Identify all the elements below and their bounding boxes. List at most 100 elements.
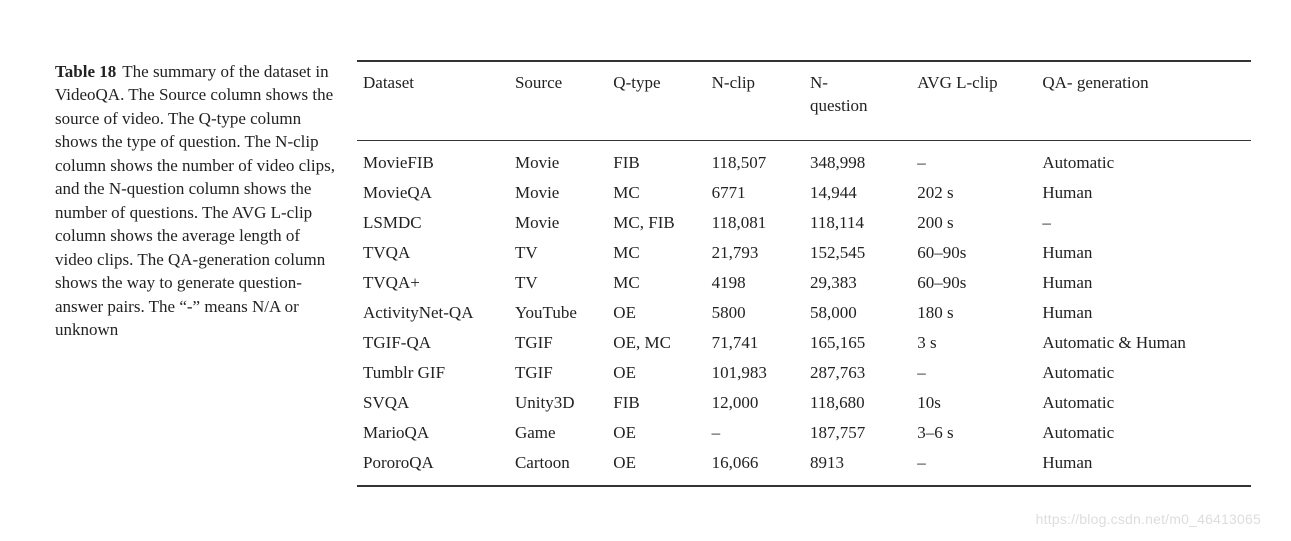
cell-nquestion: 29,383 [804,268,911,298]
cell-qtype: OE [607,298,705,328]
cell-nclip: 118,081 [706,208,804,238]
page-root: Table 18The summary of the dataset in Vi… [0,0,1291,541]
cell-avglclip: 200 s [911,208,1036,238]
table-row: PororoQACartoonOE16,0668913–Human [357,448,1251,486]
cell-nquestion: 152,545 [804,238,911,268]
header-nclip: N-clip [706,61,804,140]
cell-nquestion: 165,165 [804,328,911,358]
cell-qtype: MC [607,178,705,208]
cell-qagen: Automatic [1036,418,1251,448]
cell-source: Game [509,418,607,448]
cell-qagen: Human [1036,298,1251,328]
table-head: Dataset Source Q-type N-clip N-question … [357,61,1251,140]
cell-nquestion: 187,757 [804,418,911,448]
cell-qtype: OE [607,358,705,388]
cell-nclip: 5800 [706,298,804,328]
table-label: Table 18 [55,62,122,81]
header-qagen: QA- generation [1036,61,1251,140]
cell-avglclip: 3 s [911,328,1036,358]
cell-qagen: Human [1036,448,1251,486]
cell-nquestion: 118,114 [804,208,911,238]
cell-qagen: Human [1036,238,1251,268]
table-row: MarioQAGameOE–187,7573–6 sAutomatic [357,418,1251,448]
cell-source: Cartoon [509,448,607,486]
cell-avglclip: – [911,358,1036,388]
table-caption-text: The summary of the dataset in VideoQA. T… [55,62,335,339]
cell-dataset: Tumblr GIF [357,358,509,388]
cell-source: Unity3D [509,388,607,418]
cell-qagen: – [1036,208,1251,238]
cell-source: TGIF [509,328,607,358]
cell-nquestion: 118,680 [804,388,911,418]
cell-qtype: OE [607,418,705,448]
header-avglclip: AVG L-clip [911,61,1036,140]
cell-qagen: Automatic [1036,140,1251,178]
cell-qtype: FIB [607,140,705,178]
cell-qtype: OE [607,448,705,486]
cell-qagen: Human [1036,178,1251,208]
cell-dataset: LSMDC [357,208,509,238]
cell-qagen: Automatic & Human [1036,328,1251,358]
cell-dataset: TVQA [357,238,509,268]
table-row: TVQA+TVMC419829,38360–90sHuman [357,268,1251,298]
cell-source: TGIF [509,358,607,388]
cell-nclip: 21,793 [706,238,804,268]
table-caption: Table 18The summary of the dataset in Vi… [55,60,357,341]
cell-nclip: 16,066 [706,448,804,486]
cell-dataset: MovieQA [357,178,509,208]
cell-avglclip: 60–90s [911,238,1036,268]
cell-dataset: TVQA+ [357,268,509,298]
cell-nclip: 71,741 [706,328,804,358]
cell-qagen: Automatic [1036,388,1251,418]
cell-nclip: 12,000 [706,388,804,418]
cell-nquestion: 348,998 [804,140,911,178]
cell-source: Movie [509,208,607,238]
cell-nclip: 101,983 [706,358,804,388]
table-row: SVQAUnity3DFIB12,000118,68010sAutomatic [357,388,1251,418]
cell-nclip: 118,507 [706,140,804,178]
table-row: TVQATVMC21,793152,54560–90sHuman [357,238,1251,268]
cell-nclip: 4198 [706,268,804,298]
watermark-text: https://blog.csdn.net/m0_46413065 [1036,511,1261,527]
cell-avglclip: 180 s [911,298,1036,328]
cell-nquestion: 8913 [804,448,911,486]
cell-source: Movie [509,140,607,178]
cell-source: Movie [509,178,607,208]
table-row: TGIF-QATGIFOE, MC71,741165,1653 sAutomat… [357,328,1251,358]
cell-source: TV [509,268,607,298]
header-qtype: Q-type [607,61,705,140]
cell-avglclip: 202 s [911,178,1036,208]
cell-dataset: TGIF-QA [357,328,509,358]
cell-qagen: Human [1036,268,1251,298]
cell-avglclip: – [911,448,1036,486]
table-row: MovieFIBMovieFIB118,507348,998–Automatic [357,140,1251,178]
cell-nclip: – [706,418,804,448]
table-row: MovieQAMovieMC677114,944202 sHuman [357,178,1251,208]
cell-source: TV [509,238,607,268]
table-wrapper: Dataset Source Q-type N-clip N-question … [357,60,1251,487]
cell-nquestion: 58,000 [804,298,911,328]
cell-qtype: MC [607,238,705,268]
dataset-table: Dataset Source Q-type N-clip N-question … [357,60,1251,487]
cell-qtype: FIB [607,388,705,418]
cell-qtype: MC [607,268,705,298]
cell-qagen: Automatic [1036,358,1251,388]
cell-avglclip: 60–90s [911,268,1036,298]
cell-qtype: OE, MC [607,328,705,358]
table-row: Tumblr GIFTGIFOE101,983287,763–Automatic [357,358,1251,388]
header-row: Dataset Source Q-type N-clip N-question … [357,61,1251,140]
cell-nclip: 6771 [706,178,804,208]
cell-dataset: MovieFIB [357,140,509,178]
cell-dataset: SVQA [357,388,509,418]
cell-qtype: MC, FIB [607,208,705,238]
header-source: Source [509,61,607,140]
cell-avglclip: – [911,140,1036,178]
cell-nquestion: 14,944 [804,178,911,208]
cell-dataset: PororoQA [357,448,509,486]
cell-dataset: MarioQA [357,418,509,448]
cell-nquestion: 287,763 [804,358,911,388]
table-row: LSMDCMovieMC, FIB118,081118,114200 s– [357,208,1251,238]
table-body: MovieFIBMovieFIB118,507348,998–Automatic… [357,140,1251,486]
header-dataset: Dataset [357,61,509,140]
cell-source: YouTube [509,298,607,328]
